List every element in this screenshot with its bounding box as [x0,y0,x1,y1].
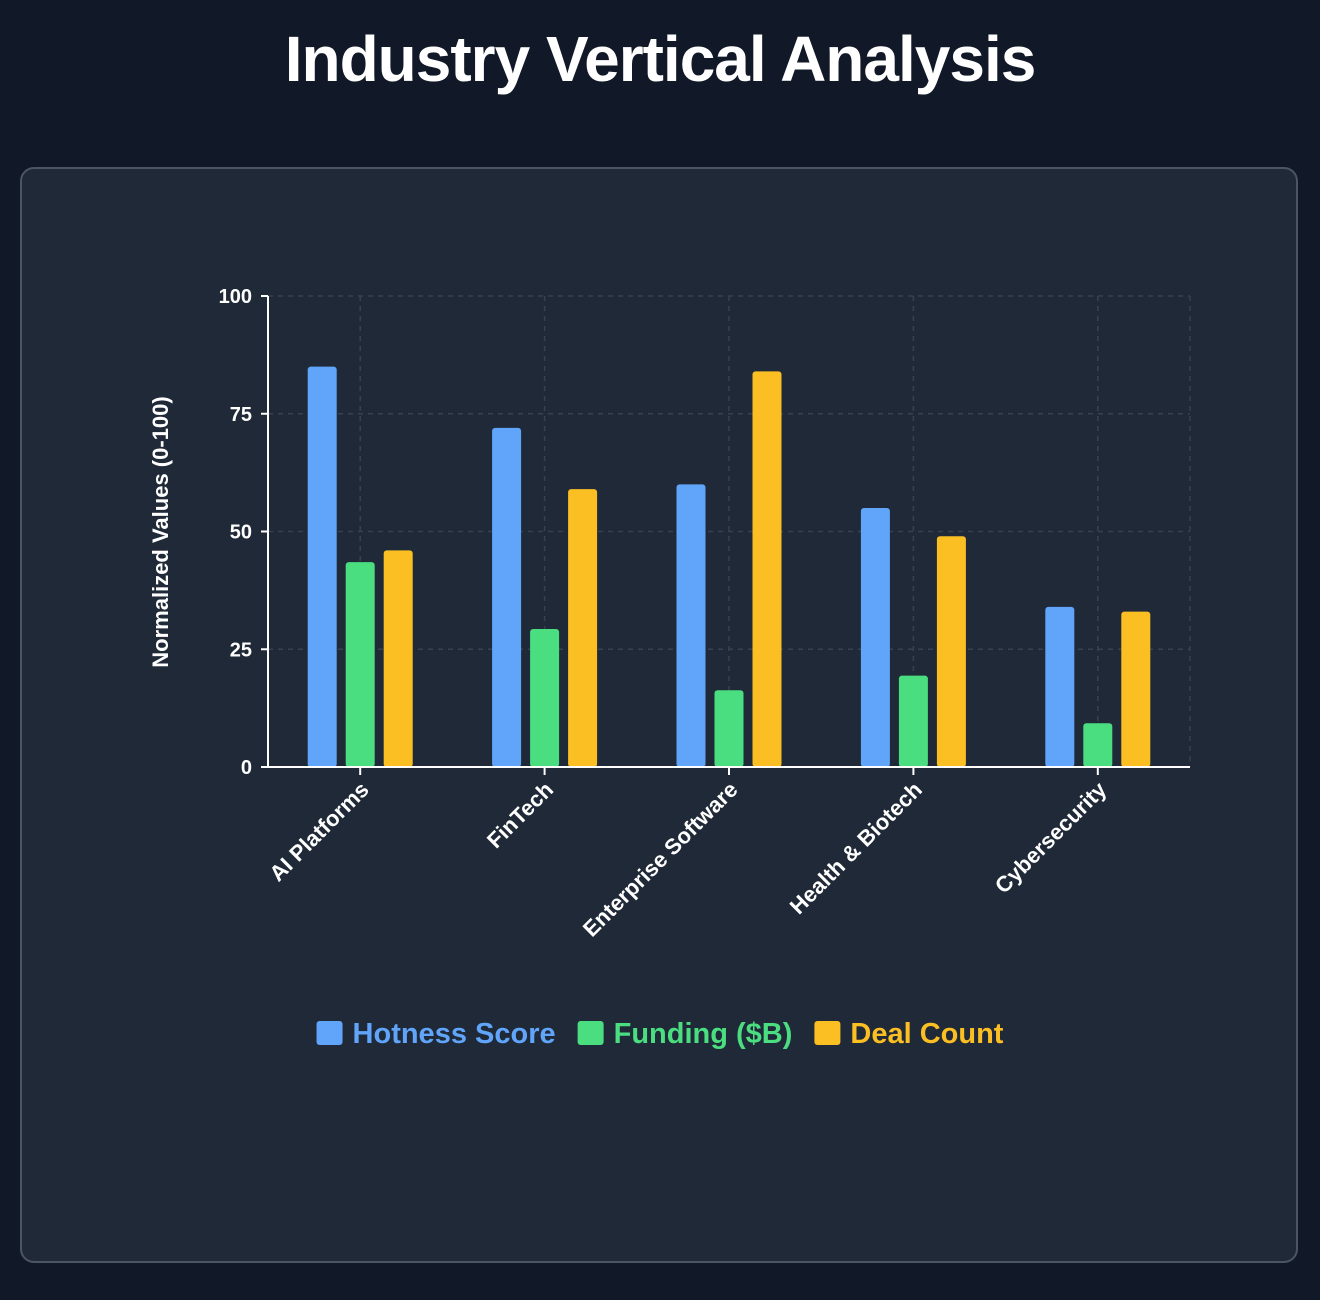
y-axis-title: Normalized Values (0-100) [148,396,173,667]
legend-item[interactable]: Hotness Score [316,1018,556,1050]
y-tick-label: 0 [241,757,252,779]
bar-funding-b-3[interactable] [898,675,928,767]
x-category-label: Enterprise Software [578,777,743,942]
legend-label: Hotness Score [353,1018,556,1050]
legend-label: Deal Count [850,1018,1003,1050]
x-category-label: AI Platforms [264,777,373,886]
bar-deal-count-4[interactable] [1121,611,1151,767]
bars [307,366,1151,767]
bar-hotness-score-2[interactable] [676,484,706,767]
y-tick-label: 25 [230,639,252,661]
x-category-label: Health & Biotech [785,777,927,919]
legend-item[interactable]: Deal Count [814,1018,1004,1050]
legend-item[interactable]: Funding ($B) [577,1018,793,1050]
bar-funding-b-4[interactable] [1083,723,1113,767]
bar-deal-count-2[interactable] [752,371,782,767]
y-tick-label: 75 [230,404,252,426]
bar-funding-b-1[interactable] [530,628,560,767]
bar-funding-b-2[interactable] [714,690,744,767]
legend-swatch [316,1021,343,1045]
y-tick-label: 50 [230,522,252,544]
bar-hotness-score-0[interactable] [307,366,337,767]
bar-hotness-score-1[interactable] [492,427,522,767]
legend-swatch [814,1021,841,1045]
legend-label: Funding ($B) [614,1018,793,1050]
x-category-label: FinTech [482,777,558,853]
y-tick-label: 100 [219,286,252,308]
axes [261,295,1190,775]
bar-deal-count-1[interactable] [568,489,598,767]
legend-swatch [577,1021,604,1045]
legend[interactable]: Hotness Score Funding ($B) Deal Count [316,1018,1004,1050]
bar-hotness-score-4[interactable] [1045,606,1075,767]
bar-deal-count-0[interactable] [383,550,413,767]
page-title: Industry Vertical Analysis [284,23,1037,95]
bar-funding-b-0[interactable] [345,562,375,767]
bar-deal-count-3[interactable] [936,536,966,767]
chart-card [20,167,1298,1263]
x-category-label: Cybersecurity [990,776,1112,898]
bar-hotness-score-3[interactable] [860,507,890,767]
